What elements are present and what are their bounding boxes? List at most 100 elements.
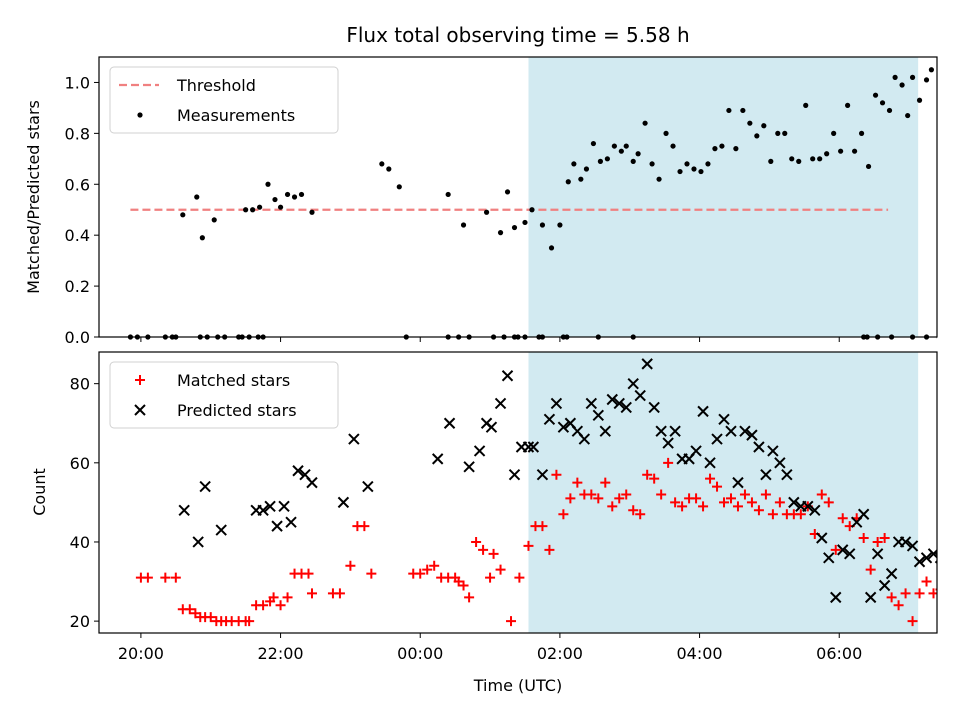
matched-star-point (551, 469, 562, 480)
matched-star-point (537, 521, 548, 532)
measurement-point (396, 184, 402, 190)
matched-star-point (725, 493, 736, 504)
measurement-point (810, 156, 816, 162)
predicted-star-point (816, 532, 828, 544)
bottom-y-axis-label: Count (30, 468, 49, 516)
measurement-point (733, 146, 739, 152)
predicted-star-point (857, 508, 870, 520)
matched-star-point (334, 588, 345, 599)
predicted-star-point (690, 445, 702, 457)
matched-star-point (258, 600, 269, 611)
matched-star-point (471, 536, 482, 547)
x-tick-label: 06:00 (816, 644, 862, 663)
y-tick-label: 0.0 (65, 328, 90, 347)
predicted-star-point (655, 425, 667, 437)
predicted-star-point (285, 516, 297, 528)
measurement-point (761, 123, 767, 129)
legend-label: Measurements (177, 106, 295, 125)
matched-star-point (244, 616, 255, 627)
measurement-point (386, 166, 392, 172)
matched-star-point (886, 592, 897, 603)
axes-frame (98, 351, 938, 634)
predicted-star-point (527, 441, 540, 453)
measurement-point (548, 245, 555, 251)
measurement-point (670, 143, 676, 149)
matched-star-point (458, 580, 469, 591)
measurement-point (583, 166, 590, 172)
matched-star-point (823, 497, 834, 508)
x-tick-label: 04:00 (677, 644, 723, 663)
matched-star-point (656, 489, 667, 500)
measurement-point (719, 143, 725, 149)
measurement-point (726, 107, 732, 114)
observing-window (528, 352, 919, 633)
matched-star-point (893, 600, 904, 611)
predicted-star-point (199, 480, 211, 493)
predicted-star-point (613, 397, 625, 410)
matched-star-point (359, 521, 370, 532)
bottom-panel: 20 40 60 80 20:00 22:00 00:00 02:00 04:00 06:00 Ma… (70, 351, 938, 663)
matched-star-point (600, 477, 611, 488)
predicted-star-point (557, 421, 570, 433)
measurement-point (284, 191, 291, 198)
matched-star-point (753, 505, 764, 516)
measurement-point (618, 148, 624, 154)
measurement-point (899, 82, 905, 88)
predicted-star-point (543, 413, 556, 425)
predicted-star-point (704, 457, 716, 469)
measurement-point (803, 102, 809, 108)
predicted-star-point (264, 500, 276, 513)
matched-star-point (282, 592, 293, 603)
matched-star-point (306, 588, 317, 599)
predicted-star-point (443, 417, 456, 429)
measurement-point (851, 148, 858, 154)
matched-star-point (478, 544, 489, 555)
matched-star-point (142, 572, 153, 583)
measurement-point (905, 112, 911, 119)
predicted-star-point (669, 425, 681, 437)
measurement-point (277, 204, 284, 210)
measurement-point (677, 168, 683, 175)
measurement-point (265, 181, 271, 187)
matched-star-point (858, 533, 869, 544)
measurement-point (180, 212, 186, 218)
matched-star-point (816, 489, 827, 500)
predicted-star-point (662, 437, 674, 449)
measurement-point (909, 74, 916, 80)
predicted-star-point (725, 425, 737, 437)
predicted-star-point (485, 421, 498, 433)
measurement-point (872, 92, 879, 98)
matched-star-point (485, 572, 496, 583)
matched-star-point (872, 536, 883, 547)
matched-star-point (663, 457, 674, 468)
measurement-point (879, 100, 886, 106)
predicted-star-point (739, 425, 751, 437)
measurement-point (775, 130, 781, 136)
legend-matched-swatch (135, 375, 145, 385)
matched-star-point (614, 493, 625, 504)
predicted-star-point (306, 476, 318, 489)
predicted-star-point (823, 552, 835, 564)
measurement-point (257, 204, 263, 210)
measurement-point (782, 130, 788, 136)
predicted-star-point (592, 409, 605, 422)
matched-star-point (649, 473, 660, 484)
predicted-star-point (337, 496, 350, 509)
matched-star-point (865, 564, 876, 575)
measurement-point (691, 166, 697, 172)
legend-box (109, 66, 339, 134)
predicted-star-point (732, 476, 744, 489)
series-layer (135, 358, 937, 627)
axes-frame (98, 56, 938, 338)
measurement-point (379, 161, 385, 167)
predicted-star-point (271, 520, 283, 532)
measurement-point (845, 102, 851, 108)
chart-title: Flux total observing time = 5.58 h (346, 23, 689, 47)
measurement-point (557, 222, 563, 228)
observing-window (528, 57, 919, 337)
predicted-star-point (753, 441, 765, 453)
legend-box (109, 361, 339, 429)
matched-star-point (366, 568, 377, 579)
measurement-point (497, 230, 504, 236)
measurement-point (511, 224, 518, 231)
